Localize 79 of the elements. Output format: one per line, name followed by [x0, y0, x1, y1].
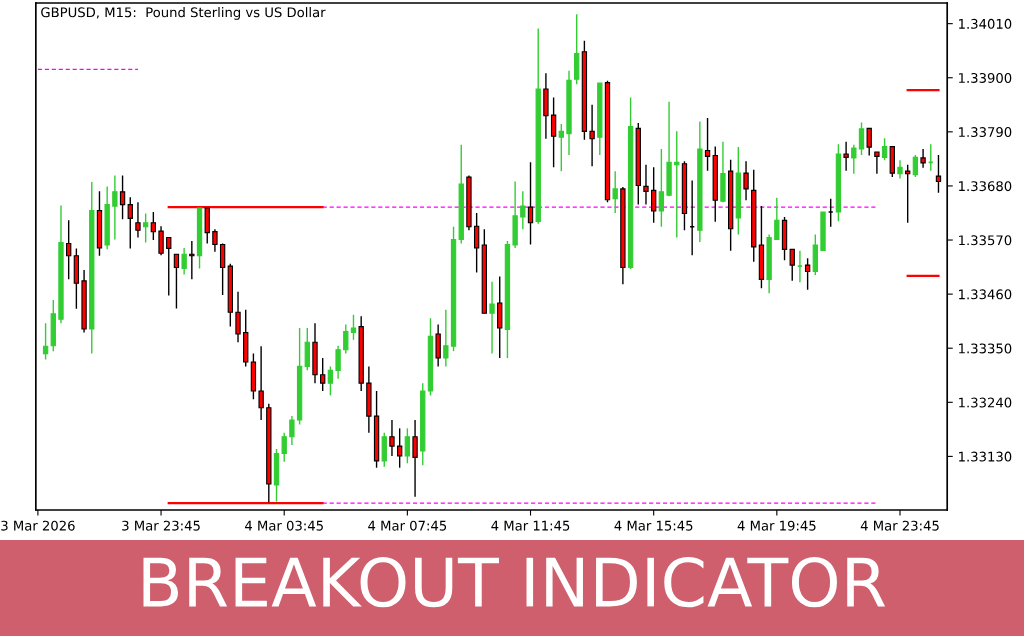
candlestick	[527, 161, 534, 246]
candlestick	[412, 419, 418, 498]
candlestick	[119, 174, 126, 221]
y-tick-label: 1.33240	[959, 397, 1012, 408]
text: BREAKOUT INDICATOR	[143, 556, 886, 608]
candlestick	[343, 323, 349, 355]
x-tick-label: 4 Mar 03:45	[245, 520, 323, 531]
candlestick	[158, 225, 164, 256]
candlestick	[674, 130, 680, 239]
candlestick	[320, 357, 326, 392]
candlestick	[796, 250, 803, 284]
candlestick	[42, 322, 49, 361]
x-tick-label: 4 Mar 19:45	[737, 520, 816, 531]
candlestick	[150, 211, 157, 241]
candlestick	[804, 257, 811, 291]
candlestick	[235, 290, 241, 344]
y-tick-label: 1.33130	[959, 451, 1012, 462]
x-tick-label: 4 Mar 07:45	[368, 520, 447, 531]
candlestick	[589, 104, 595, 167]
candlestick	[289, 415, 295, 446]
candlestick	[897, 159, 903, 180]
candlestick	[827, 198, 834, 228]
candlestick	[520, 190, 526, 230]
candlestick	[127, 196, 133, 250]
x-tick-label: 3 Mar 2026	[1, 520, 75, 531]
x-tick-label: 4 Mar 23:45	[860, 520, 939, 531]
candlestick	[866, 127, 872, 157]
candlestick	[550, 96, 557, 168]
candlestick	[689, 179, 696, 256]
candlestick	[327, 365, 334, 397]
candlestick	[920, 148, 926, 169]
y-tick-label: 1.33900	[959, 72, 1012, 83]
candlestick	[858, 121, 865, 156]
y-tick-label: 1.33680	[959, 181, 1012, 192]
y-tick-label: 1.33790	[959, 127, 1012, 138]
candlestick	[874, 151, 880, 175]
candlestick	[612, 170, 618, 214]
candlestick	[851, 143, 857, 175]
candlestick	[743, 160, 749, 201]
candlestick	[404, 427, 411, 464]
candlestick	[181, 247, 187, 276]
candlestick	[389, 419, 395, 457]
candlestick	[350, 314, 357, 341]
candlestick	[135, 201, 141, 239]
candlestick	[558, 123, 564, 172]
candlestick	[66, 219, 72, 281]
candlestick	[112, 174, 118, 241]
candlestick	[651, 166, 657, 224]
candlestick	[643, 164, 649, 206]
candlestick	[935, 154, 942, 194]
candlestick	[166, 236, 172, 297]
candlestick	[173, 253, 180, 310]
candlestick	[281, 432, 287, 463]
candlestick	[774, 197, 780, 241]
candlestick	[843, 140, 849, 172]
chart-subtitle: GBPUSD, M15: Pound Sterling vs US Dollar	[41, 7, 326, 20]
y-tick-label: 1.33460	[959, 289, 1012, 300]
x-tick-label: 4 Mar 11:45	[491, 520, 570, 531]
candlestick	[912, 154, 919, 178]
candlestick	[396, 427, 403, 469]
candlestick	[443, 309, 449, 368]
candlestick	[789, 248, 795, 282]
y-tick-label: 1.34010	[959, 18, 1012, 29]
candlestick	[212, 228, 218, 253]
candlestick	[881, 137, 888, 162]
candlestick	[927, 143, 934, 172]
candlestick	[219, 242, 226, 296]
candlestick	[704, 117, 711, 172]
candlestick	[142, 212, 149, 244]
candlestick	[189, 240, 195, 281]
candlestick	[258, 345, 264, 421]
y-tick-label: 1.33350	[959, 343, 1012, 354]
y-tick-label: 1.33570	[959, 235, 1012, 246]
candlestick	[335, 345, 341, 380]
candlestick	[473, 212, 480, 274]
candlestick	[489, 281, 495, 355]
candlestick	[658, 148, 665, 228]
x-tick-label: 3 Mar 23:45	[122, 520, 200, 531]
x-tick-label: 4 Mar 15:45	[614, 520, 693, 531]
